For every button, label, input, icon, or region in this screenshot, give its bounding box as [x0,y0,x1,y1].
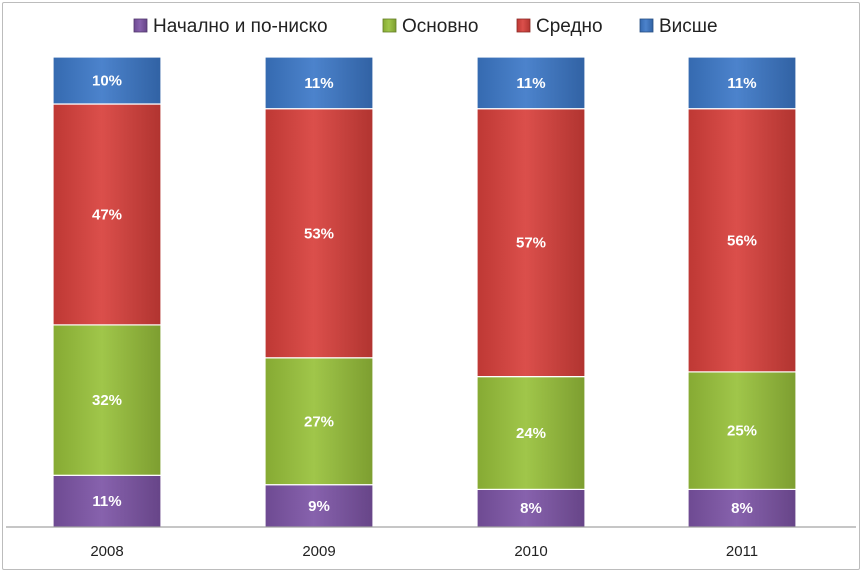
bars-layer: 11% 32% 47% 10% 9% 27% 53% 11% 8% 24% 57% 11% 8% 25% 5… [52,56,797,528]
bar-segment-2010-series-1 [476,488,586,528]
data-label-2011-series-4: 11% [727,75,756,92]
bar-segment-2010-series-4 [476,56,586,110]
legend-label-2: Основно [402,16,479,37]
data-label-2008-series-4: 10% [92,73,122,90]
bar-segment-2011-series-3 [687,108,797,373]
x-tick-label-2009: 2009 [302,543,335,560]
data-label-2009-series-4: 11% [304,75,333,92]
legend-item-4: Висше [639,16,718,37]
legend: Начално и по-ниско Основно Средно Висше [133,16,718,37]
legend-swatch-4 [639,18,654,33]
bar-segment-2008-series-4 [52,56,162,105]
legend-item-1: Начално и по-ниско [133,16,328,37]
x-tick-label-2011: 2011 [726,543,758,560]
x-tick-label-2008: 2008 [90,543,123,560]
legend-label-1: Начално и по-ниско [153,16,328,37]
legend-swatch-2 [382,18,397,33]
bar-segment-2008-series-3 [52,103,162,326]
data-label-2010-series-3: 57% [516,235,546,252]
data-label-2008-series-1: 11% [92,493,121,510]
bar-segment-2009-series-3 [264,108,374,359]
legend-label-3: Средно [536,16,603,37]
bar-segment-2009-series-4 [264,56,374,110]
legend-swatch-1 [133,18,148,33]
data-label-2009-series-2: 27% [304,413,334,430]
data-label-2011-series-2: 25% [727,423,757,440]
bar-segment-2011-series-4 [687,56,797,110]
data-label-2010-series-4: 11% [516,75,545,92]
legend-swatch-3 [516,18,531,33]
bar-segment-2009-series-1 [264,484,374,528]
data-label-2009-series-3: 53% [304,225,334,242]
data-label-2008-series-2: 32% [92,392,122,409]
data-label-2010-series-2: 24% [516,425,546,442]
bar-segment-2010-series-3 [476,108,586,378]
data-label-2008-series-3: 47% [92,206,122,223]
bar-segment-2009-series-2 [264,357,374,486]
bar-segment-2008-series-1 [52,474,162,528]
data-label-2011-series-1: 8% [731,500,753,517]
x-tick-labels: 2008 2009 2010 2011 [90,543,758,560]
legend-item-3: Средно [516,16,603,37]
data-label-2009-series-1: 9% [308,498,330,515]
legend-item-2: Основно [382,16,479,37]
legend-label-4: Висше [659,16,718,37]
bar-segment-2010-series-2 [476,376,586,491]
x-tick-label-2010: 2010 [514,543,547,560]
data-label-2011-series-3: 56% [727,232,757,249]
data-label-2010-series-1: 8% [520,500,542,517]
bar-segment-2011-series-2 [687,371,797,490]
